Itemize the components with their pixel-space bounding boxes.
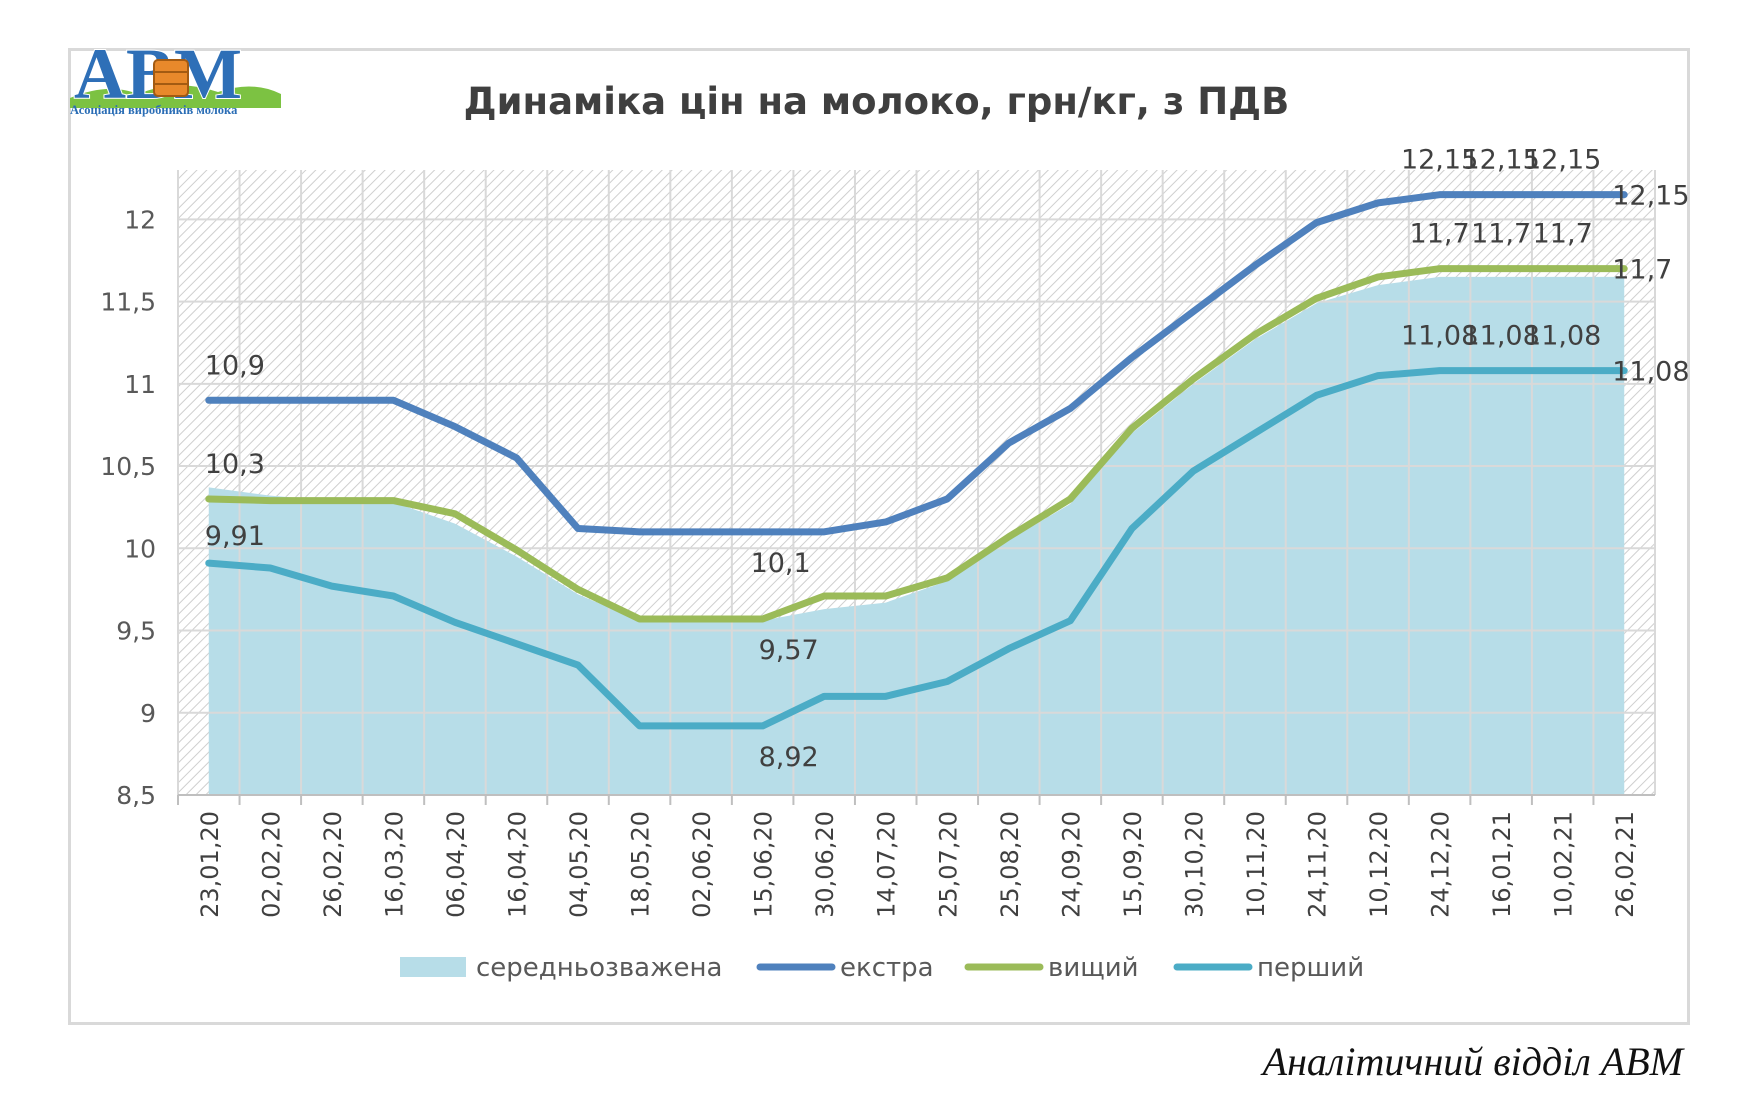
data-label: 11,08 [1401,321,1478,352]
data-label: 12,15 [1401,145,1478,176]
x-tick-label: 18,05,20 [627,811,655,918]
data-label: 10,9 [205,350,265,381]
line-series-вищий [205,265,1628,623]
x-tick-label: 26,02,20 [319,811,347,918]
data-label: 9,91 [205,521,265,552]
x-tick-label: 26,02,21 [1611,811,1639,918]
legend-label: перший [1257,953,1364,983]
data-label: 10,1 [751,548,811,579]
data-label: 8,92 [759,742,819,773]
y-tick-label: 11 [124,370,156,399]
logo-text: АВМ [74,34,242,114]
data-label: 11,08 [1524,321,1601,352]
x-tick-label: 10,11,20 [1242,811,1270,918]
data-label: 9,57 [759,635,819,666]
x-tick-label: 10,12,20 [1365,811,1393,918]
x-tick-label: 15,06,20 [750,811,778,918]
x-tick-label: 24,09,20 [1057,811,1085,918]
x-tick-label: 15,09,20 [1119,811,1147,918]
data-label: 11,7 [1612,255,1672,286]
area-series-середньозважена [208,276,1625,795]
x-tick-label: 10,02,21 [1550,811,1578,918]
y-tick-label: 8,5 [116,781,156,810]
x-tick-label: 23,01,20 [196,811,224,918]
data-label: 11,7 [1533,219,1593,250]
x-tick-label: 16,04,20 [503,811,531,918]
legend-label: вищий [1048,953,1139,983]
legend-swatch-середньозважена [400,957,466,977]
line-series-перший [205,367,1628,730]
line-series-екстра [205,191,1628,536]
x-tick-label: 04,05,20 [565,811,593,918]
data-label: 11,08 [1462,321,1539,352]
y-tick-label: 9,5 [116,617,156,646]
y-tick-label: 9 [140,699,156,728]
x-tick-label: 06,04,20 [442,811,470,918]
data-label: 12,15 [1462,145,1539,176]
legend-label: середньозважена [476,953,722,983]
legend-label: екстра [840,953,934,983]
data-label: 11,7 [1410,219,1470,250]
x-tick-label: 24,11,20 [1304,811,1332,918]
data-label: 11,08 [1612,357,1689,388]
chart-title: Динаміка цін на молоко, грн/кг, з ПДВ [463,80,1290,123]
x-tick-label: 25,08,20 [996,811,1024,918]
y-tick-label: 10,5 [100,452,156,481]
x-tick-label: 30,06,20 [811,811,839,918]
x-tick-label: 02,06,20 [688,811,716,918]
x-tick-label: 02,02,20 [257,811,285,918]
data-label: 11,7 [1471,219,1531,250]
avm-logo: АВМ [70,33,281,115]
data-label: 10,3 [205,449,265,480]
x-tick-label: 25,07,20 [934,811,962,918]
x-tick-label: 30,10,20 [1180,811,1208,918]
y-tick-label: 12 [124,205,156,234]
y-tick-label: 10 [124,534,156,563]
footer-note: Аналітичний відділ АВМ [1262,1039,1683,1084]
logo-subtitle: Асоціація виробників молока [70,103,238,117]
x-tick-label: 16,01,21 [1488,811,1516,918]
data-label: 12,15 [1612,181,1689,212]
data-label: 12,15 [1524,145,1601,176]
x-tick-label: 14,07,20 [873,811,901,918]
x-tick-label: 16,03,20 [380,811,408,918]
x-tick-label: 24,12,20 [1427,811,1455,918]
y-tick-label: 11,5 [100,288,156,317]
